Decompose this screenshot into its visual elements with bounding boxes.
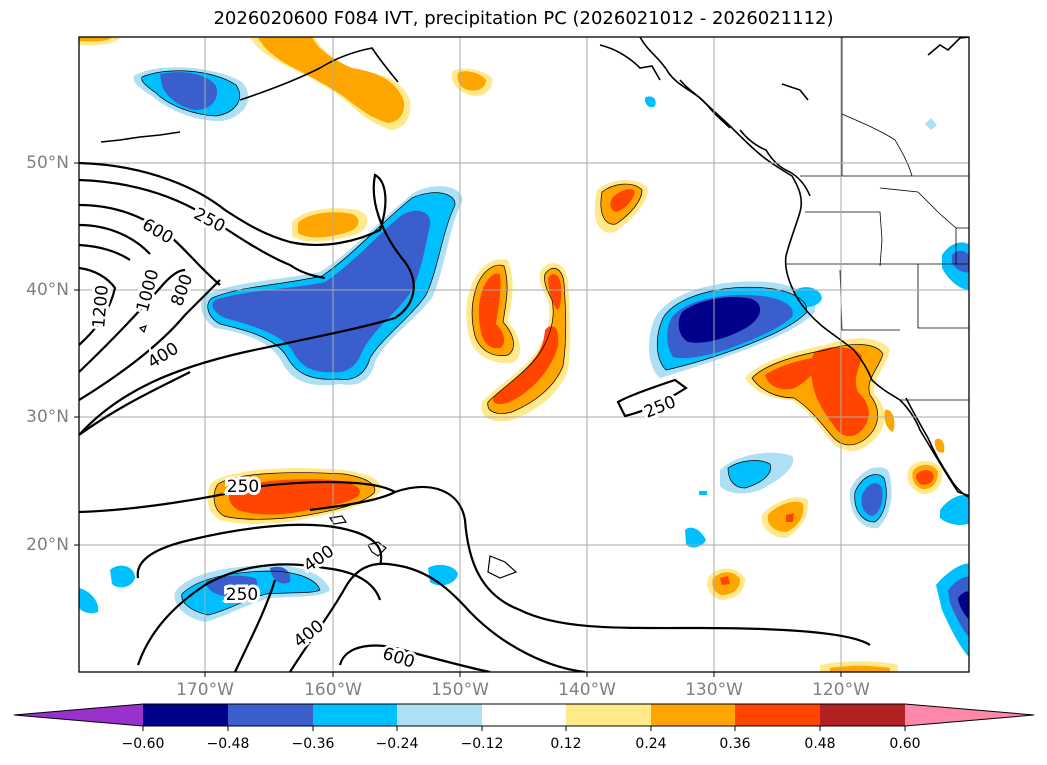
islands xyxy=(138,325,518,579)
axis-ticks xyxy=(74,162,842,677)
colorbar-segment xyxy=(143,704,228,726)
colorbar-extend-min xyxy=(14,704,143,726)
colorbar-tick-label: −0.60 xyxy=(121,736,165,752)
colorbar-extend-max xyxy=(905,704,1034,726)
lon-label: 150°W xyxy=(431,680,489,700)
colorbar xyxy=(13,703,1035,731)
lon-label: 160°W xyxy=(304,680,362,700)
ivt-contours xyxy=(79,161,871,672)
colorbar-tick-label: 0.12 xyxy=(550,736,582,752)
colorbar-segment xyxy=(228,704,313,726)
colorbar-tick-label: −0.12 xyxy=(460,736,504,752)
contour-label: 250 xyxy=(226,585,258,605)
lat-label: 50°N xyxy=(26,153,69,173)
lon-label: 170°W xyxy=(176,680,234,700)
lat-label: 40°N xyxy=(26,280,69,300)
colorbar-tick-label: 0.48 xyxy=(804,736,836,752)
colorbar-segment xyxy=(820,704,905,726)
graticule xyxy=(79,37,969,672)
colorbar-tick-label: 0.36 xyxy=(719,736,751,752)
map-content: 250 600 1200 1000 800 400 250 250 400 25… xyxy=(79,37,969,672)
contour-label: 250 xyxy=(227,477,259,497)
colorbar-tick-label: 0.60 xyxy=(889,736,921,752)
negative-anomaly-fields xyxy=(79,67,969,658)
colorbar-segment xyxy=(313,704,397,726)
colorbar-segment xyxy=(566,704,651,726)
colorbar-tick-label: −0.24 xyxy=(375,736,419,752)
colorbar-tick-label: 0.24 xyxy=(635,736,667,752)
shading-outlines xyxy=(141,70,887,616)
coastlines xyxy=(100,37,969,499)
contour-label: 1200 xyxy=(89,284,113,329)
map-title: 2026020600 F084 IVT, precipitation PC (2… xyxy=(213,8,834,29)
colorbar-tick-label: −0.36 xyxy=(291,736,335,752)
colorbar-segment xyxy=(735,704,820,726)
colorbar-segment xyxy=(651,704,735,726)
lat-label: 20°N xyxy=(26,535,69,555)
map-frame xyxy=(78,36,970,673)
colorbar-segment xyxy=(482,704,566,726)
colorbar-tick-label: −0.48 xyxy=(206,736,250,752)
lon-label: 130°W xyxy=(685,680,743,700)
lon-label: 140°W xyxy=(558,680,616,700)
colorbar-segment xyxy=(397,704,482,726)
lat-label: 30°N xyxy=(26,407,69,427)
lon-label: 120°W xyxy=(812,680,870,700)
